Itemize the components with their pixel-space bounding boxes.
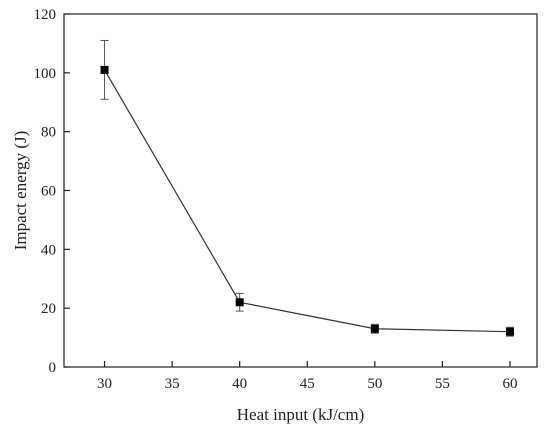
x-tick-label: 45 xyxy=(300,376,315,392)
x-ticks: 30 35 40 45 50 55 60 xyxy=(97,361,517,392)
x-tick-label: 40 xyxy=(232,376,247,392)
y-tick-label: 60 xyxy=(41,184,56,200)
x-axis-label: Heat input (kJ/cm) xyxy=(237,405,364,424)
y-tick-label: 40 xyxy=(41,242,56,258)
y-axis-label: Impact energy (J) xyxy=(11,131,30,251)
y-tick-label: 20 xyxy=(41,301,56,317)
series-layer xyxy=(100,39,514,337)
data-point xyxy=(100,65,109,74)
y-tick-label: 0 xyxy=(49,360,57,376)
data-point xyxy=(370,324,379,333)
data-point xyxy=(505,327,514,336)
y-tick-label: 120 xyxy=(34,7,57,23)
y-tick-label: 80 xyxy=(41,125,56,141)
y-ticks: 0 20 40 60 80 100 120 xyxy=(34,7,70,376)
series-line xyxy=(104,69,510,333)
data-point xyxy=(235,298,244,307)
x-tick-label: 55 xyxy=(435,376,450,392)
x-tick-label: 50 xyxy=(367,376,382,392)
x-tick-label: 30 xyxy=(97,376,112,392)
x-tick-label: 35 xyxy=(165,376,180,392)
x-tick-label: 60 xyxy=(502,376,517,392)
y-tick-label: 100 xyxy=(34,66,57,82)
